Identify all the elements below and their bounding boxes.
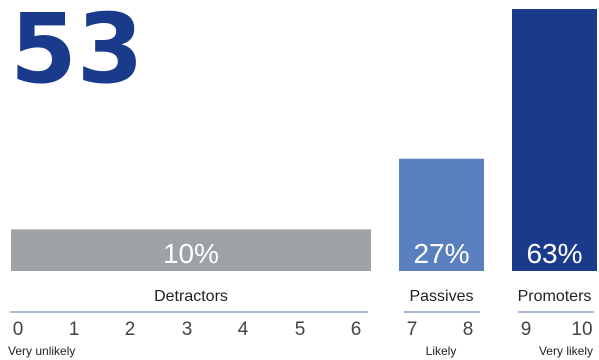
bar-promoters — [512, 9, 597, 271]
scale-tick-2: 2 — [125, 319, 136, 340]
bar-value-label-promoters: 63% — [526, 238, 582, 269]
scale-anchor-very-unlikely: Very unlikely — [8, 344, 75, 358]
bar-passives — [399, 158, 484, 271]
scale-tick-10: 10 — [571, 319, 592, 340]
bar-value-label-detractors: 10% — [163, 238, 219, 269]
scale-tick-4: 4 — [238, 319, 249, 340]
nps-score: 53 — [10, 0, 144, 105]
scale-anchors: Very unlikely Likely Very likely — [8, 344, 593, 358]
scale-tick-7: 7 — [407, 319, 418, 340]
scale-tick-6: 6 — [351, 319, 362, 340]
group-label-promoters: Promoters — [518, 288, 592, 305]
scale-tick-5: 5 — [295, 319, 306, 340]
group-labels: Detractors Passives Promoters — [154, 288, 591, 305]
scale-anchor-likely: Likely — [426, 344, 457, 358]
scale-anchor-very-likely: Very likely — [539, 344, 593, 358]
scale-tick-3: 3 — [182, 319, 193, 340]
scale-ticks: 0 1 2 3 4 5 6 7 8 9 10 — [13, 319, 593, 340]
bar-detractors — [11, 229, 371, 271]
bar-value-label-passives: 27% — [413, 238, 469, 269]
scale-tick-8: 8 — [463, 319, 474, 340]
scale-tick-1: 1 — [69, 319, 80, 340]
scale-tick-0: 0 — [13, 319, 24, 340]
scale-tick-9: 9 — [521, 319, 532, 340]
group-label-detractors: Detractors — [154, 288, 228, 305]
group-label-passives: Passives — [409, 288, 473, 305]
bars-group: 10% 27% 63% — [11, 9, 597, 271]
